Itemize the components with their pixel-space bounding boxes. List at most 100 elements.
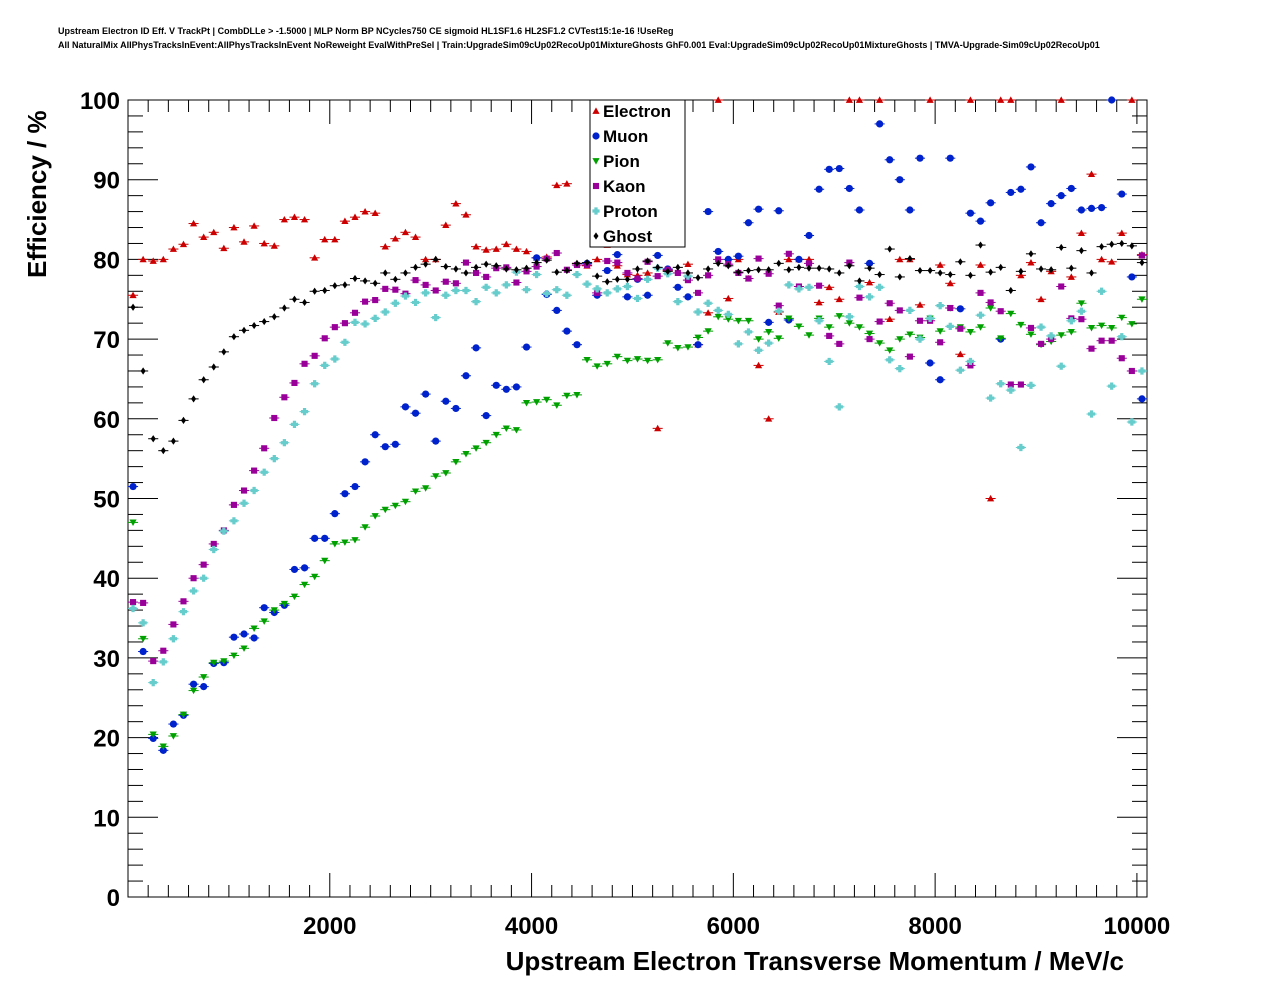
pion-point xyxy=(845,320,853,327)
kaon-point xyxy=(745,275,752,282)
kaon-point xyxy=(1058,283,1065,290)
electron-point xyxy=(643,269,652,276)
pion-point xyxy=(613,353,621,361)
kaon-point xyxy=(452,280,459,287)
ghost-point xyxy=(191,395,197,403)
muon-point xyxy=(189,680,198,688)
ghost-point xyxy=(392,275,398,283)
proton-point xyxy=(341,338,349,346)
ghost-point xyxy=(695,274,701,282)
muon-point xyxy=(401,403,410,411)
muon-point xyxy=(886,156,894,164)
proton-point xyxy=(1007,386,1015,394)
muon-point xyxy=(1067,184,1075,193)
pion-point xyxy=(654,356,662,364)
muon-point xyxy=(1077,206,1086,214)
ghost-point xyxy=(1129,242,1135,250)
proton-point xyxy=(785,281,793,289)
pion-point xyxy=(1027,331,1035,338)
electron-point xyxy=(512,245,521,252)
electron-point xyxy=(472,243,480,250)
pion-point xyxy=(674,344,682,352)
electron-point xyxy=(704,309,712,316)
kaon-point xyxy=(1128,367,1135,375)
proton-point xyxy=(1047,332,1055,340)
proton-point xyxy=(139,619,147,627)
ghost-point xyxy=(433,255,439,263)
ghost-point xyxy=(998,263,1004,271)
electron-point xyxy=(522,247,531,255)
ghost-point xyxy=(170,437,176,445)
electron-point xyxy=(411,233,420,240)
electron-point xyxy=(997,96,1005,103)
proton-series xyxy=(128,264,1147,687)
kaon-point xyxy=(422,281,429,288)
electron-point xyxy=(401,228,410,236)
ghost-point xyxy=(463,269,469,277)
proton-point xyxy=(976,311,985,319)
proton-point xyxy=(583,280,591,288)
proton-point xyxy=(714,306,722,315)
muon-point xyxy=(522,343,531,351)
ghost-point xyxy=(1088,269,1095,277)
pion-point xyxy=(1017,321,1025,329)
proton-point xyxy=(250,486,258,495)
electron-point xyxy=(139,255,147,263)
kaon-point xyxy=(331,324,338,331)
proton-point xyxy=(1097,287,1106,295)
pion-point xyxy=(1077,300,1086,307)
muon-point xyxy=(1138,395,1146,403)
electron-point xyxy=(492,245,500,252)
proton-point xyxy=(1077,307,1086,315)
y-tick-label: 0 xyxy=(107,885,120,912)
muon-point xyxy=(623,293,632,301)
ghost-point xyxy=(947,270,953,279)
ghost-point xyxy=(564,266,570,275)
kaon-series xyxy=(128,249,1147,665)
pion-point xyxy=(331,541,339,548)
ghost-point xyxy=(1109,240,1115,248)
ghost-point xyxy=(180,416,187,424)
ghost-point xyxy=(988,268,994,276)
electron-point xyxy=(1087,170,1096,178)
proton-point xyxy=(613,285,621,293)
ghost-point xyxy=(725,262,731,270)
pion-point xyxy=(1087,325,1096,332)
electron-point xyxy=(321,235,329,243)
electron-point xyxy=(1128,96,1136,103)
ghost-point xyxy=(978,241,984,249)
proton-point xyxy=(603,289,611,297)
muon-point xyxy=(795,255,803,263)
pion-point xyxy=(1007,310,1015,318)
kaon-point xyxy=(1007,381,1014,388)
muon-point xyxy=(987,199,995,207)
electron-point xyxy=(422,255,430,263)
pion-point xyxy=(240,645,248,652)
ghost-point xyxy=(1018,267,1024,275)
pion-point xyxy=(371,513,379,520)
muon-point xyxy=(512,383,521,391)
ghost-point xyxy=(745,266,752,275)
ghost-point xyxy=(1028,250,1034,258)
ghost-point xyxy=(281,304,287,312)
electron-point xyxy=(926,96,934,103)
electron-point xyxy=(210,228,218,236)
kaon-point xyxy=(1017,381,1024,388)
ghost-point xyxy=(685,269,691,277)
ghost-point xyxy=(645,257,651,265)
electron-point xyxy=(200,233,208,240)
legend-label-muon: Muon xyxy=(603,127,648,146)
ghost-point xyxy=(372,279,378,287)
kaon-point xyxy=(170,621,177,628)
kaon-point xyxy=(755,255,762,262)
ghost-point xyxy=(957,258,963,266)
electron-point xyxy=(452,200,460,207)
ghost-point xyxy=(816,264,822,272)
muon-point xyxy=(331,510,339,518)
muon-point xyxy=(966,209,975,217)
muon-point xyxy=(341,490,349,498)
pion-point xyxy=(855,324,864,331)
muon-point xyxy=(230,633,238,641)
pion-point xyxy=(603,360,611,368)
pion-point xyxy=(795,323,803,330)
